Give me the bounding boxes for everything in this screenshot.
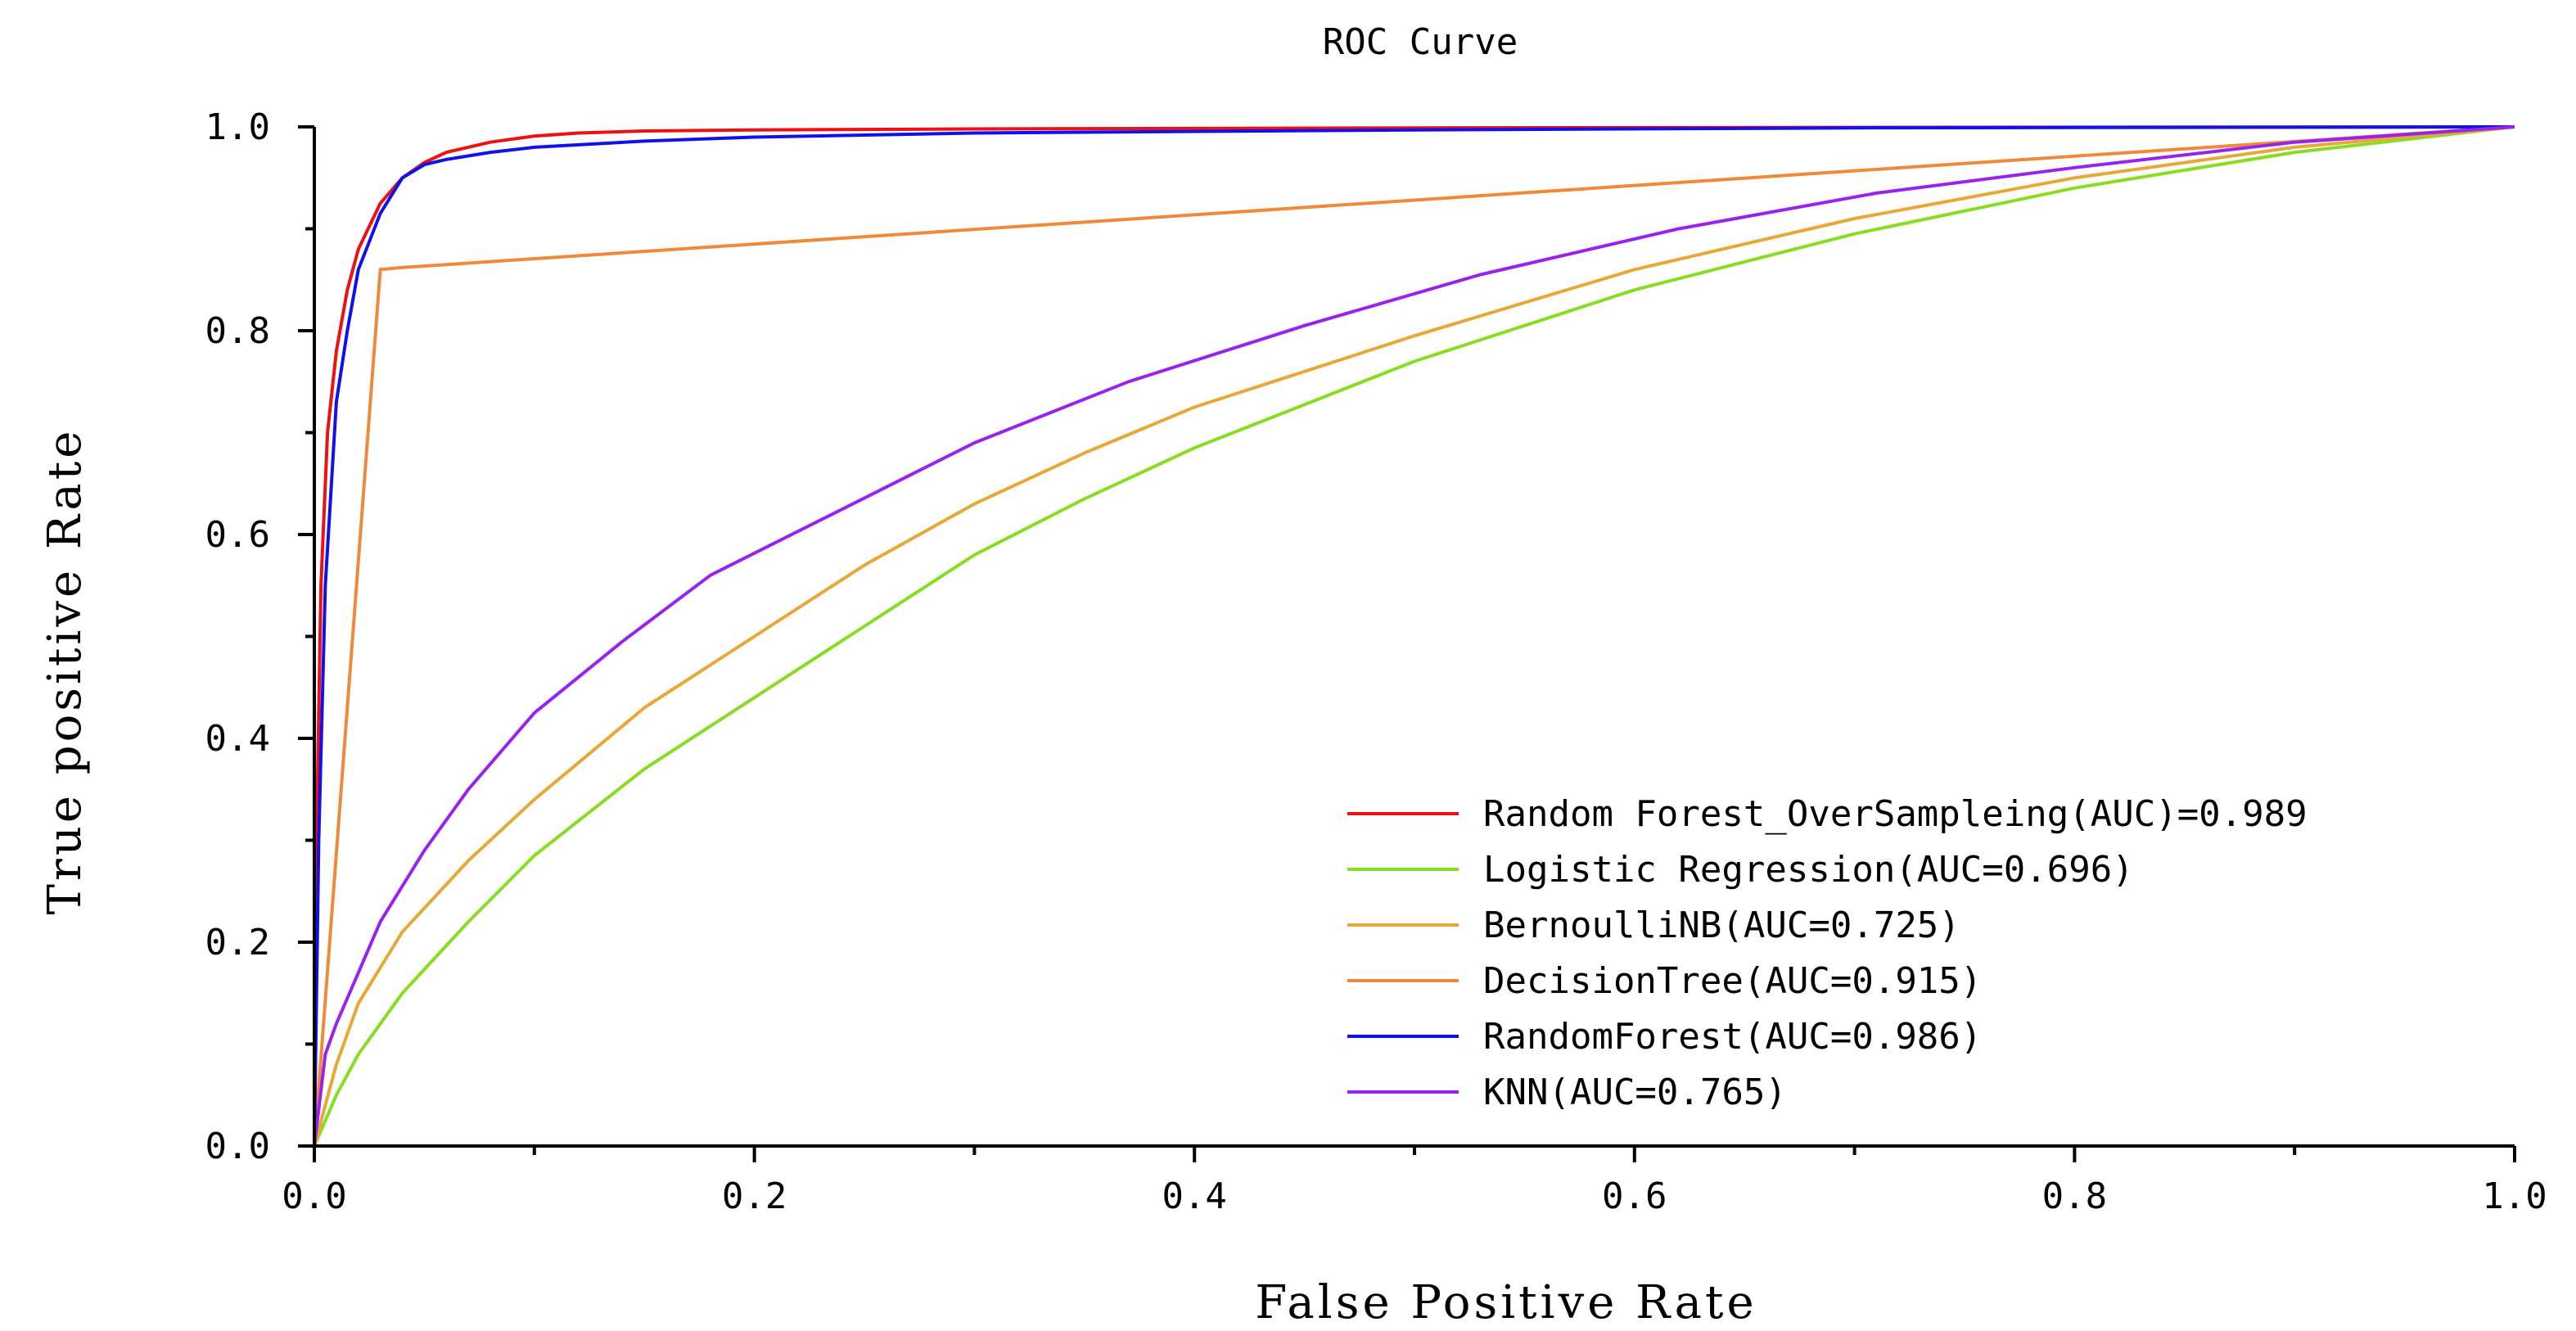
x-tick-label: 0.4 [1162, 1175, 1226, 1217]
legend-label-0: Random Forest_OverSampleing(AUC)=0.989 [1483, 793, 2308, 835]
x-tick-label: 0.2 [722, 1175, 787, 1217]
y-tick-label: 0.0 [205, 1126, 270, 1167]
legend-label-2: BernoulliNB(AUC=0.725) [1483, 905, 1960, 946]
x-tick-label: 0.0 [282, 1175, 346, 1217]
series-line-5 [313, 125, 2515, 1147]
y-tick-label: 0.4 [205, 718, 270, 760]
legend-label-1: Logistic Regression(AUC=0.696) [1483, 849, 2134, 891]
y-tick-label: 0.8 [205, 310, 270, 352]
plot-area [313, 125, 2515, 1147]
y-tick-labels: 0.0 0.2 0.4 0.6 0.8 1.0 [205, 106, 270, 1167]
chart-title: ROC Curve [1323, 21, 1518, 63]
y-tick-label: 0.2 [205, 922, 270, 963]
y-tick-label: 1.0 [205, 106, 270, 148]
legend: Random Forest_OverSampleing(AUC)=0.989 Lo… [1347, 793, 2308, 1113]
series-line-0 [313, 125, 2515, 1147]
axes [298, 125, 2516, 1162]
legend-label-5: KNN(AUC=0.765) [1483, 1072, 1787, 1113]
series-line-1 [313, 125, 2515, 1147]
legend-label-3: DecisionTree(AUC=0.915) [1483, 960, 1982, 1002]
series-line-4 [313, 125, 2515, 1147]
x-axis-label: False Positive Rate [1255, 1276, 1757, 1329]
y-tick-label: 0.6 [205, 514, 270, 556]
legend-label-4: RandomForest(AUC=0.986) [1483, 1016, 1982, 1058]
y-axis-label: True positive Rate [38, 428, 92, 915]
series-line-2 [313, 125, 2515, 1147]
x-tick-label: 0.8 [2042, 1175, 2107, 1217]
x-tick-label: 1.0 [2482, 1175, 2547, 1217]
series-line-3 [313, 125, 2515, 1147]
x-tick-labels: 0.0 0.2 0.4 0.6 0.8 1.0 [282, 1175, 2547, 1217]
x-tick-label: 0.6 [1602, 1175, 1667, 1217]
